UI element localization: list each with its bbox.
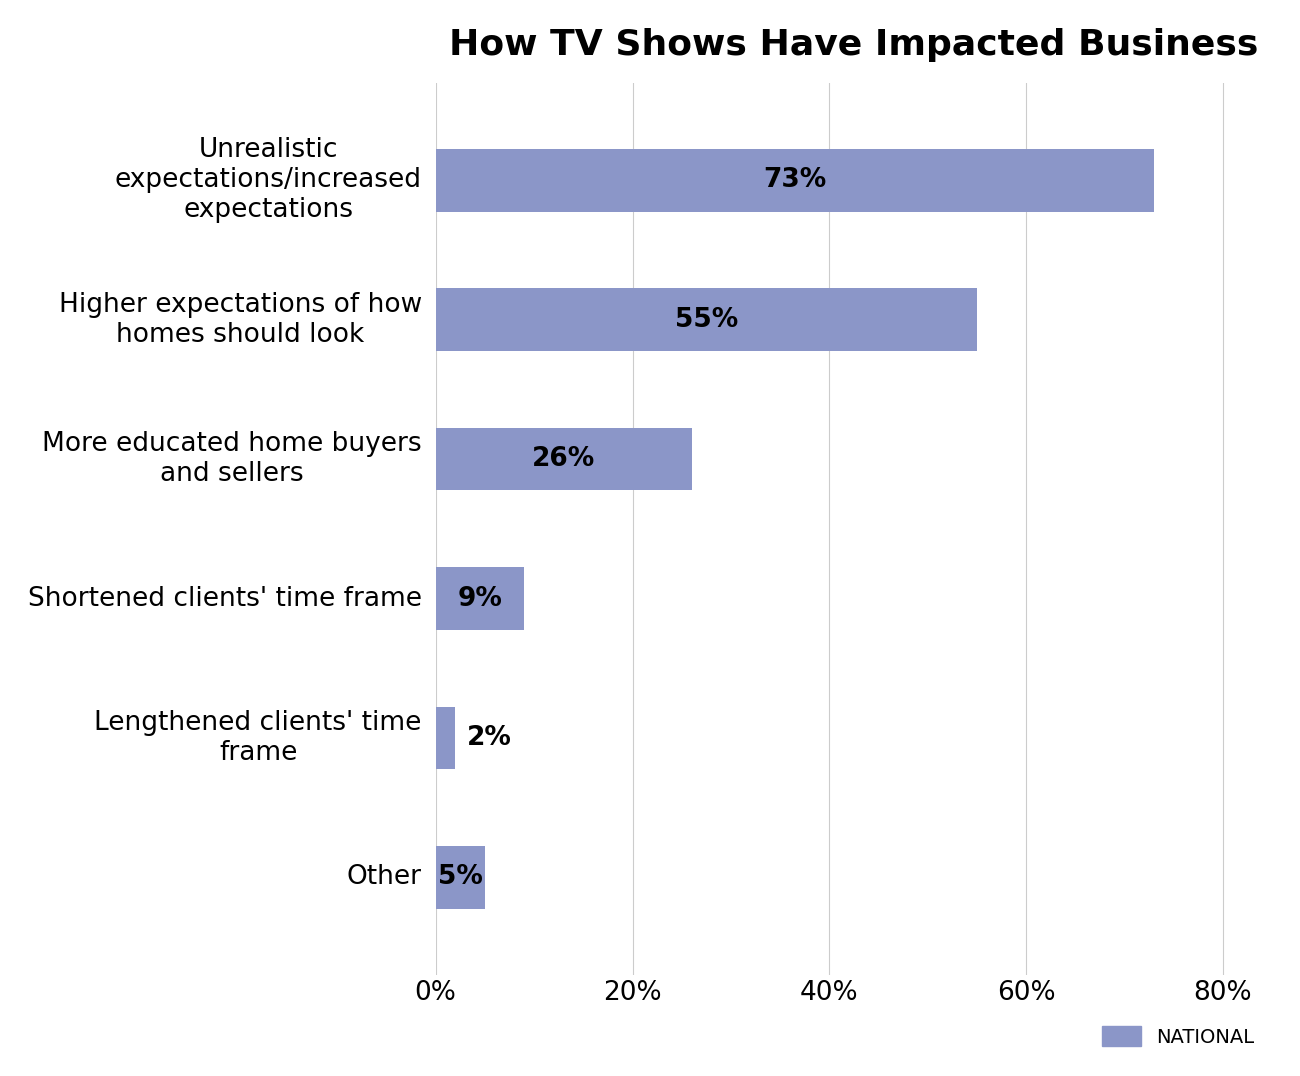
- Text: 9%: 9%: [458, 585, 502, 611]
- Text: 2%: 2%: [467, 725, 512, 751]
- Title: How TV Shows Have Impacted Business: How TV Shows Have Impacted Business: [450, 28, 1258, 61]
- Bar: [436, 288, 978, 351]
- Bar: [436, 846, 485, 909]
- Text: 73%: 73%: [763, 167, 827, 194]
- Text: 55%: 55%: [675, 307, 738, 332]
- Bar: [436, 148, 1154, 212]
- Bar: [436, 707, 455, 769]
- Legend: NATIONAL: NATIONAL: [1095, 1019, 1262, 1054]
- Text: 26%: 26%: [532, 447, 595, 472]
- Bar: [436, 428, 692, 491]
- Bar: [436, 567, 524, 629]
- Text: 5%: 5%: [438, 864, 482, 891]
